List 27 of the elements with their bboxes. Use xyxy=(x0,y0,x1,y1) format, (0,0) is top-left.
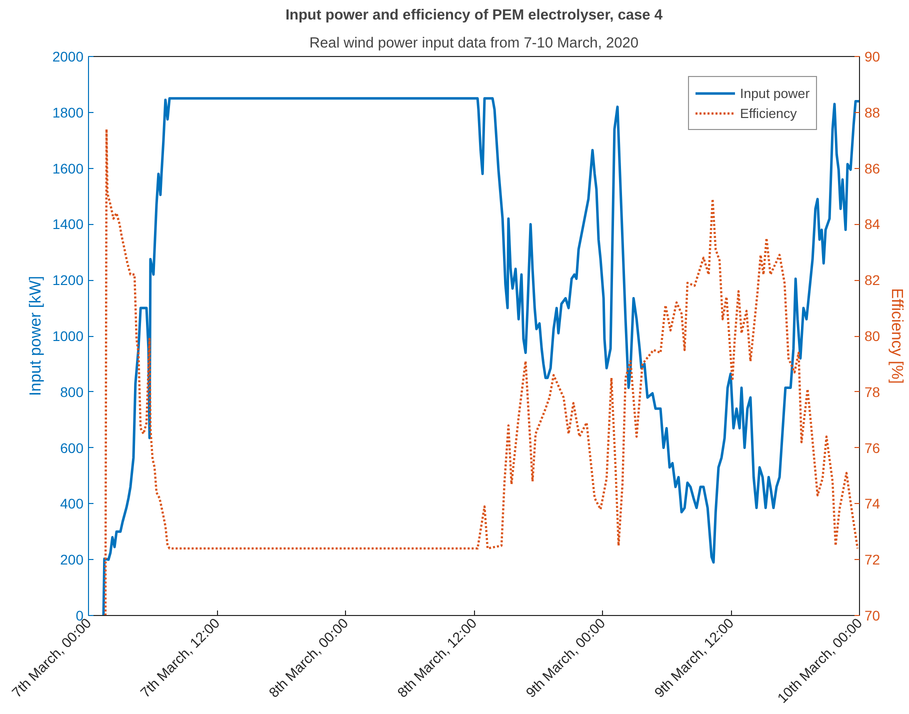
y2-tick-label: 84 xyxy=(864,216,880,232)
y2-tick-label: 74 xyxy=(864,496,880,512)
y-tick-label: 600 xyxy=(60,440,84,456)
y-axis-title: Input power [kW] xyxy=(27,276,44,396)
chart-title: Input power and efficiency of PEM electrolyser, case 4 xyxy=(285,8,664,24)
legend-label: Efficiency xyxy=(740,106,797,120)
y-tick-label: 1800 xyxy=(52,104,84,120)
y2-tick-label: 88 xyxy=(864,104,880,120)
y2-tick-label: 90 xyxy=(864,48,880,64)
y2-tick-label: 70 xyxy=(864,608,880,624)
y2-tick-label: 72 xyxy=(864,552,880,568)
y2-tick-label: 82 xyxy=(864,272,880,288)
y2-axis-title: Efficiency [%] xyxy=(888,288,906,384)
y2-tick-label: 86 xyxy=(864,160,880,176)
y-tick-label: 1600 xyxy=(52,160,84,176)
y-tick-label: 800 xyxy=(60,384,84,400)
y-tick-label: 200 xyxy=(60,552,84,568)
y-tick-label: 1400 xyxy=(52,216,84,232)
chart-subtitle: Real wind power input data from 7-10 March, 2020 xyxy=(309,36,639,52)
legend-label: Input power xyxy=(740,86,810,100)
y-tick-label: 1000 xyxy=(52,328,84,344)
y2-tick-label: 76 xyxy=(864,440,880,456)
y-tick-label: 2000 xyxy=(52,48,84,64)
y2-tick-label: 78 xyxy=(864,384,880,400)
y-tick-label: 400 xyxy=(60,496,84,512)
y-tick-label: 1200 xyxy=(52,272,84,288)
y2-tick-label: 80 xyxy=(864,328,880,344)
